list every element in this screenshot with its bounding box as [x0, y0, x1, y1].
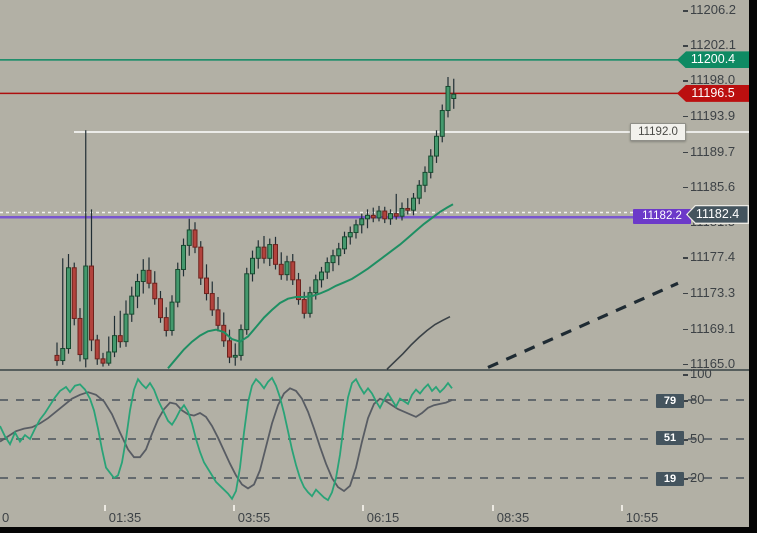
osc-tick-mark: [683, 400, 688, 402]
osc-tick-label: 100: [683, 366, 712, 382]
price-tick-label: 11185.6: [683, 179, 735, 195]
price-line-badge-green[interactable]: 11200.4: [677, 51, 749, 69]
ma-fast-line: [167, 203, 454, 369]
price-tick-mark: [683, 45, 688, 47]
stochastic-k-line: [0, 376, 453, 502]
time-tick-mark: [621, 505, 623, 511]
price-tick-mark: [683, 80, 688, 82]
crosshair-price-value: 11182.4: [687, 206, 748, 223]
time-tick-label: 03:55: [237, 510, 271, 525]
osc-level-badge[interactable]: 79: [656, 394, 684, 409]
time-tick-label: 06:15: [366, 510, 400, 525]
price-tick-mark: [683, 151, 688, 154]
price-tick-label: 11198.0: [683, 72, 735, 88]
ma-slow-line: [386, 315, 451, 370]
osc-tick-mark: [683, 374, 688, 376]
price-tick-label: 11193.9: [683, 108, 735, 124]
price-tick-mark: [683, 115, 688, 118]
price-line-badge-red[interactable]: 11196.5: [677, 84, 749, 102]
time-tick-label: 10:55: [625, 510, 659, 525]
time-tick-label: 0: [2, 510, 10, 525]
time-tick-mark: [492, 505, 494, 511]
bottom-edge-strip: [0, 527, 757, 533]
osc-tick-label: 50: [683, 431, 704, 447]
osc-tick-mark: [683, 478, 688, 480]
stochastic-d-line: [0, 387, 453, 493]
trendline-drawing[interactable]: [487, 281, 679, 369]
time-tick-mark: [233, 505, 235, 511]
price-tick-label: 11189.7: [683, 144, 735, 160]
price-tick-label: 11206.2: [683, 2, 736, 18]
price-line-label-white[interactable]: 11192.0: [630, 123, 686, 141]
price-tick-mark: [683, 292, 688, 295]
price-tick-mark: [683, 328, 688, 331]
price-tick-mark: [683, 186, 688, 189]
time-tick-mark: [104, 505, 106, 511]
price-tick-mark: [683, 257, 688, 259]
alert-line-badge-purple[interactable]: 11182.2: [633, 208, 691, 224]
osc-tick-label: 80: [683, 392, 704, 408]
time-tick-label: 01:35: [108, 510, 142, 525]
price-tick-label: 11202.1: [683, 37, 736, 53]
price-tick-label: 11173.3: [683, 285, 735, 301]
osc-level-badge[interactable]: 51: [656, 430, 684, 445]
price-tick-label: 11165.0: [683, 356, 735, 372]
price-tick-label: 11169.1: [683, 321, 735, 337]
candles: [54, 77, 457, 368]
osc-tick-label: 20: [683, 470, 704, 486]
time-tick-mark: [362, 505, 364, 511]
right-edge-strip: [749, 0, 757, 533]
price-tick-label: 11177.4: [683, 249, 735, 265]
time-tick-label: 08:35: [496, 510, 530, 525]
price-tick-mark: [683, 10, 688, 12]
osc-tick-mark: [683, 439, 688, 441]
crosshair-price-badge[interactable]: 11182.4: [686, 204, 749, 224]
price-tick-mark: [683, 363, 688, 366]
osc-level-badge[interactable]: 19: [656, 472, 684, 487]
